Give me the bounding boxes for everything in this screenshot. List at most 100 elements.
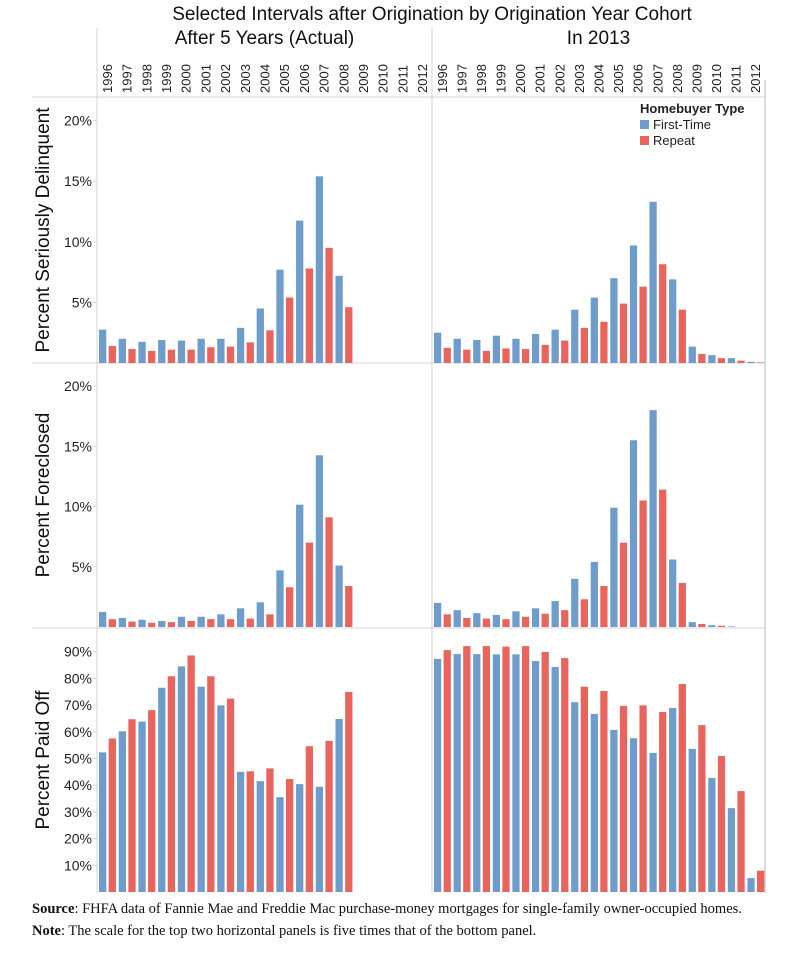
bar-first-time <box>99 752 107 892</box>
bar-repeat <box>305 542 313 627</box>
bar-repeat <box>207 676 215 892</box>
bar-first-time <box>217 705 225 892</box>
chart-title: Selected Intervals after Origination by … <box>172 4 692 25</box>
x-tick-label: 2009 <box>356 64 371 93</box>
bar-first-time <box>610 507 618 627</box>
bar-first-time <box>315 455 324 627</box>
x-tick-label: 2006 <box>297 64 312 93</box>
bar-repeat <box>698 623 706 627</box>
bar-repeat <box>108 346 116 363</box>
source-note: Source: FHFA data of Fannie Mae and Fred… <box>32 900 772 919</box>
bar-repeat <box>482 350 491 363</box>
bar-repeat <box>737 791 745 892</box>
bar-first-time <box>236 327 245 363</box>
y-axis-title: Percent Paid Off <box>33 690 54 830</box>
x-tick-label: 2010 <box>709 64 724 93</box>
bar-repeat <box>541 613 549 628</box>
bar-first-time <box>217 338 225 363</box>
x-tick-label: 2000 <box>513 64 528 93</box>
bar-first-time <box>197 616 205 627</box>
bar-first-time <box>590 297 598 363</box>
x-tick-label: 2004 <box>258 64 273 93</box>
y-tick-label: 5% <box>72 294 92 310</box>
y-axis-title: Percent Foreclosed <box>33 413 54 578</box>
bar-repeat <box>561 340 569 363</box>
bar-first-time <box>727 808 736 892</box>
bar-first-time <box>727 626 736 627</box>
bar-repeat <box>148 622 156 627</box>
y-tick-label: 70% <box>64 697 92 713</box>
bar-first-time <box>158 620 166 628</box>
bar-repeat <box>345 307 353 363</box>
x-tick-label: 2012 <box>748 64 763 93</box>
bar-first-time <box>276 570 284 628</box>
bar-first-time <box>236 771 245 892</box>
bar-repeat <box>659 264 667 363</box>
x-tick-label: 2003 <box>572 64 587 93</box>
bar-first-time <box>571 702 579 892</box>
bar-first-time <box>217 614 225 627</box>
x-tick-label: 1997 <box>454 64 469 93</box>
bar-first-time <box>590 561 598 627</box>
note-label: Note <box>32 923 61 939</box>
bar-first-time <box>315 786 324 892</box>
bar-first-time <box>708 355 716 363</box>
bar-first-time <box>688 748 696 892</box>
bar-first-time <box>118 731 126 892</box>
bar-repeat <box>580 686 588 892</box>
bar-first-time <box>453 338 461 363</box>
bar-repeat <box>128 621 136 627</box>
bar-first-time <box>236 608 245 627</box>
bar-repeat <box>443 650 451 892</box>
bar-first-time <box>512 338 520 363</box>
x-tick-label: 1998 <box>139 64 154 93</box>
bar-first-time <box>708 625 716 627</box>
bar-repeat <box>717 756 726 892</box>
bar-repeat <box>226 346 235 363</box>
x-tick-label: 2001 <box>198 64 213 93</box>
bar-repeat <box>502 619 510 627</box>
legend-item-repeat[interactable]: Repeat <box>640 133 745 149</box>
bar-first-time <box>708 777 716 892</box>
bar-repeat <box>345 586 353 627</box>
column-header-after-5-years: After 5 Years (Actual) <box>174 28 355 49</box>
bar-first-time <box>512 654 520 892</box>
chart-canvas: 1996 1996 1997 1997 1998 1998 1999 1999 2000 2000… <box>32 28 766 893</box>
bar-first-time <box>610 278 618 363</box>
bar-first-time <box>118 338 126 363</box>
bar-repeat <box>639 500 647 628</box>
bar-repeat <box>463 349 471 363</box>
bar-repeat <box>521 616 530 627</box>
x-tick-label: 2005 <box>277 64 292 93</box>
x-tick-label: 2004 <box>592 64 607 93</box>
bar-repeat <box>463 646 471 892</box>
bar-repeat <box>187 655 195 892</box>
bar-first-time <box>138 619 146 627</box>
x-tick-label: 2009 <box>689 64 704 93</box>
bar-repeat <box>325 517 333 628</box>
bar-repeat <box>502 348 510 363</box>
bar-first-time <box>629 738 638 892</box>
x-tick-label: 2011 <box>395 65 410 93</box>
legend-swatch-repeat <box>640 136 649 145</box>
bar-first-time <box>197 686 205 892</box>
bar-repeat <box>187 349 195 363</box>
bar-repeat <box>226 619 235 627</box>
legend-item-first-time[interactable]: First-Time <box>640 117 745 133</box>
bar-first-time <box>256 308 264 363</box>
bar-first-time <box>551 666 559 892</box>
bar-first-time <box>118 617 126 627</box>
x-tick-label: 2003 <box>238 64 253 93</box>
bar-first-time <box>649 410 657 627</box>
x-tick-label: 2011 <box>729 65 744 93</box>
bar-repeat <box>266 768 274 892</box>
y-axis-title: Percent Seriously Delinquent <box>33 107 54 353</box>
bar-first-time <box>512 611 520 628</box>
bar-first-time <box>434 332 442 363</box>
bar-repeat <box>167 622 176 627</box>
bar-first-time <box>571 309 579 363</box>
bar-repeat <box>580 599 588 627</box>
bar-first-time <box>669 708 677 892</box>
bar-first-time <box>296 220 304 363</box>
x-tick-label: 2008 <box>670 64 685 93</box>
